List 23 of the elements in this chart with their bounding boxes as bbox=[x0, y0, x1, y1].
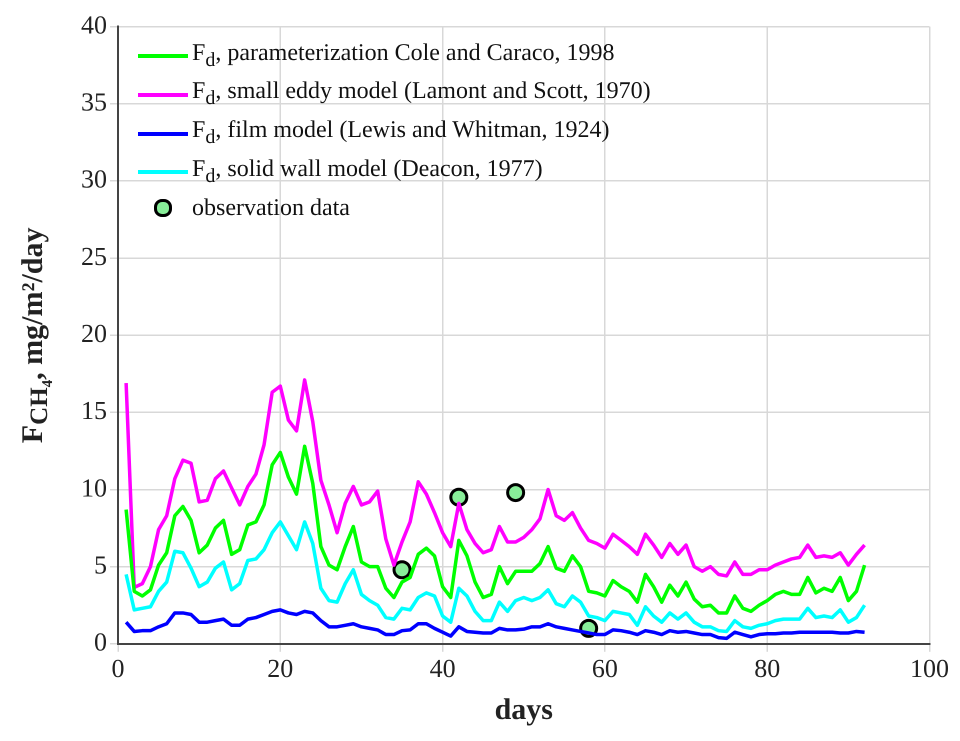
x-tick-label: 20 bbox=[267, 654, 294, 684]
x-tick-label: 40 bbox=[430, 654, 456, 684]
legend-label: F$_{d}$, small eddy model (Lamont and Scott, 1970) bbox=[192, 77, 651, 112]
legend-label: observation data bbox=[192, 194, 350, 223]
point bbox=[392, 560, 412, 580]
x-tick-label: 100 bbox=[910, 654, 949, 684]
x-tick-label: 60 bbox=[592, 654, 618, 684]
point bbox=[449, 488, 468, 507]
y-tick-label: 20 bbox=[81, 319, 107, 348]
x-tick-label: 80 bbox=[754, 654, 780, 684]
y-tick-label: 25 bbox=[81, 242, 107, 271]
y-tick-label: 10 bbox=[81, 473, 107, 502]
point bbox=[506, 483, 526, 502]
y-tick-label: 0 bbox=[94, 628, 107, 657]
x-axis-title: days bbox=[494, 692, 553, 726]
y-tick-label: 40 bbox=[81, 10, 107, 40]
y-tick-label: 5 bbox=[94, 550, 107, 580]
legend-label: F$_{d}$, solid wall model (Deacon, 1977) bbox=[192, 154, 543, 189]
legend-label: F$_{d}$, parameterization Cole and Caraco, 1998 bbox=[192, 38, 615, 72]
y-tick-label: 15 bbox=[81, 396, 107, 426]
y-tick-label: 35 bbox=[81, 88, 107, 117]
legend-label: F$_{d}$, film model (Lewis and Whitman, 1924) bbox=[192, 116, 610, 150]
y-tick-label: 30 bbox=[81, 164, 107, 194]
